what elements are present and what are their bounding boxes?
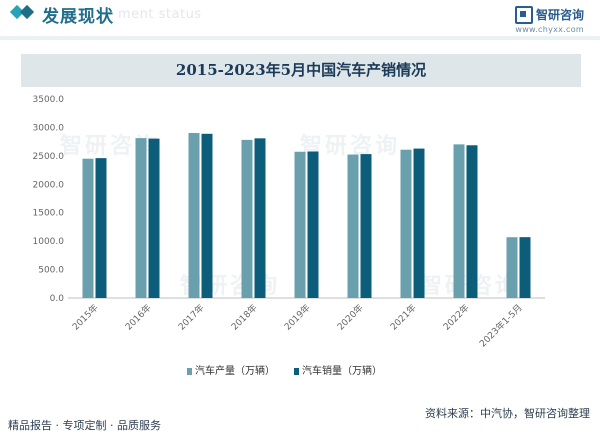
header-divider	[0, 36, 600, 40]
bar-sales	[95, 158, 107, 298]
bar-production	[241, 139, 253, 298]
x-tick-label: 2019年	[282, 302, 313, 333]
x-tick-label: 2023年1-5月	[477, 302, 525, 350]
legend-label: 汽车产量（万辆）	[195, 364, 275, 377]
bar-production	[135, 138, 147, 298]
chart-title: 2015-2023年5月中国汽车产销情况	[21, 54, 581, 87]
bar-production	[453, 144, 465, 298]
x-tick-label: 2022年	[441, 302, 472, 333]
header-bar: 发展现状 ment status 智研咨询 www.chyxx.com	[0, 0, 600, 36]
legend-swatch	[294, 368, 299, 375]
bar-sales	[201, 133, 213, 298]
y-tick-label: 500.0	[38, 266, 64, 276]
bar-production	[294, 151, 306, 298]
bar-sales	[307, 151, 319, 298]
bar-production	[188, 133, 200, 298]
section-title-ghost: ment status	[118, 7, 202, 22]
bar-production	[347, 154, 359, 298]
bar-production	[82, 158, 94, 298]
y-tick-label: 1000.0	[33, 237, 65, 247]
y-tick-label: 2000.0	[33, 180, 65, 190]
logo-url: www.chyxx.com	[515, 24, 584, 34]
bar-sales	[148, 138, 160, 298]
bar-sales	[466, 145, 478, 298]
y-tick-label: 1500.0	[33, 209, 65, 219]
bar-sales	[254, 138, 266, 298]
bar-sales	[360, 154, 372, 298]
section-title: 发展现状	[42, 7, 114, 27]
x-tick-label: 2016年	[123, 302, 154, 333]
bar-sales	[413, 148, 425, 298]
bar-production	[400, 149, 412, 298]
footer-source: 资料来源：中汽协，智研咨询整理	[425, 407, 590, 420]
brand-logo: 智研咨询 www.chyxx.com	[514, 4, 584, 34]
x-tick-label: 2018年	[229, 302, 260, 333]
legend-swatch	[187, 368, 192, 375]
y-tick-label: 3500.0	[33, 95, 65, 105]
y-tick-label: 2500.0	[33, 152, 65, 162]
logo-name: 智研咨询	[535, 8, 584, 22]
y-tick-label: 3000.0	[33, 123, 65, 133]
y-tick-label: 0.0	[50, 294, 65, 304]
x-tick-label: 2017年	[176, 302, 207, 333]
footer-slogan: 精品报告 · 专项定制 · 品质服务	[8, 419, 161, 432]
x-tick-label: 2015年	[70, 302, 101, 333]
x-tick-label: 2021年	[388, 302, 419, 333]
legend-label: 汽车销量（万辆）	[302, 364, 382, 377]
bar-production	[506, 237, 518, 298]
logo-icon	[514, 5, 533, 24]
x-tick-label: 2020年	[335, 302, 366, 333]
bar-sales	[519, 237, 531, 298]
